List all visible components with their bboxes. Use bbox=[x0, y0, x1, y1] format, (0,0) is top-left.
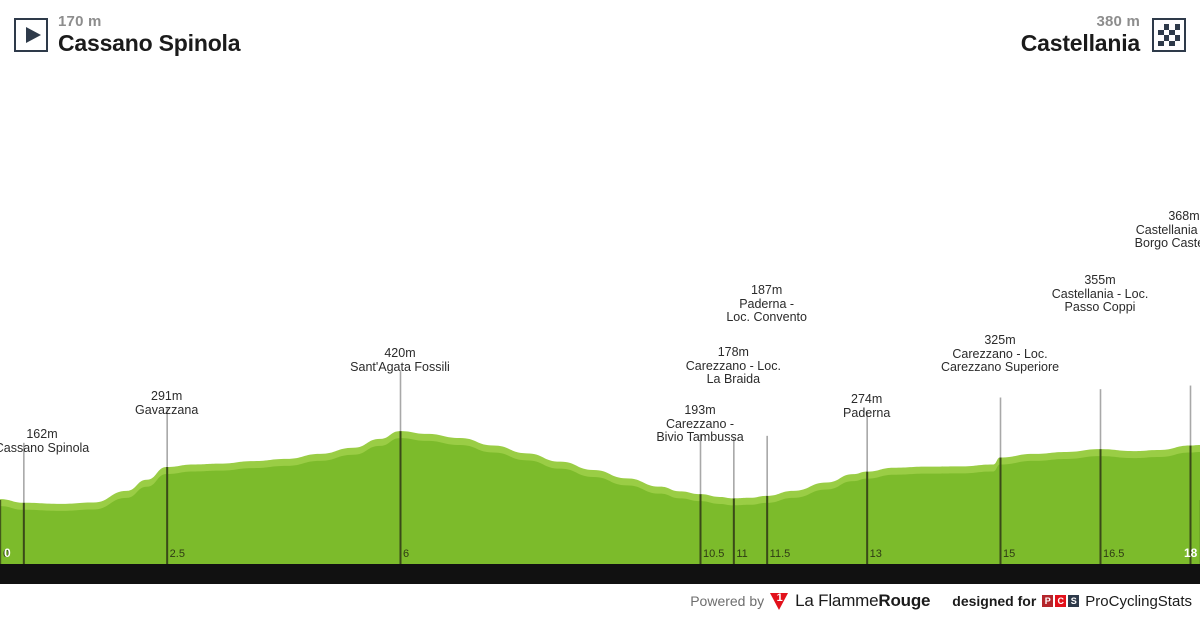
flamme-rouge-brand: La FlammeRouge bbox=[795, 591, 930, 611]
poi-label: 187m Paderna - Loc. Convento bbox=[726, 283, 807, 325]
designed-for-label: designed for bbox=[952, 593, 1037, 609]
poi-name-line: Cassano Spinola bbox=[0, 440, 90, 455]
poi-name-line: Castellania - Loc. bbox=[1135, 222, 1200, 237]
play-icon bbox=[14, 18, 48, 52]
flamme-rouge-brand-bold: Rouge bbox=[878, 591, 931, 610]
profile-header: 170 m Cassano Spinola 380 m Castellania bbox=[0, 0, 1200, 78]
flamme-rouge-flag-icon: 1 bbox=[770, 592, 789, 611]
poi-name-line: Loc. Convento bbox=[726, 310, 807, 324]
km-axis-label: 0 bbox=[3, 548, 10, 560]
poi-name-line: Carezzano - Loc. bbox=[685, 358, 781, 373]
poi-elevation: 193m bbox=[684, 403, 716, 417]
profile-area-fill bbox=[0, 438, 1200, 564]
poi-name-line: Carezzano Superiore bbox=[940, 360, 1060, 374]
poi-name-line: Bivio Tambussa bbox=[656, 430, 744, 444]
start-altitude: 170 m bbox=[58, 13, 102, 30]
poi-elevation: 291m bbox=[151, 389, 183, 403]
designed-for-credit: designed for P C S ProCyclingStats bbox=[952, 593, 1192, 610]
poi-elevation: 178m bbox=[717, 345, 749, 359]
start-location-name: Cassano Spinola bbox=[58, 30, 241, 56]
pcs-brand-name: ProCyclingStats bbox=[1085, 592, 1192, 610]
poi-elevation: 162m bbox=[26, 427, 58, 441]
profile-footer: Powered by 1 La FlammeRouge designed for… bbox=[0, 584, 1200, 625]
poi-name-line: La Braida bbox=[706, 372, 761, 386]
km-edge-label-start: 0 bbox=[4, 546, 11, 560]
poi-elevation: 187m bbox=[751, 283, 783, 297]
poi-elevation: 355m bbox=[1084, 273, 1116, 287]
poi-label: 355m Castellania - Loc. Passo Coppi bbox=[1051, 273, 1149, 315]
powered-by-credit: Powered by 1 La FlammeRouge bbox=[690, 591, 930, 611]
poi-name-line: Castellania - Loc. bbox=[1051, 286, 1149, 301]
poi-name-line: Sant'Agata Fossili bbox=[350, 359, 450, 374]
powered-by-label: Powered by bbox=[690, 593, 765, 609]
pcs-logo-p: P bbox=[1042, 595, 1054, 607]
poi-name-line: Borgo Castellania bbox=[1134, 236, 1200, 250]
poi-name-line: Paderna - bbox=[739, 296, 795, 311]
km-axis-label: 16.5 bbox=[1103, 548, 1125, 560]
stage-start-endpoint: 170 m Cassano Spinola bbox=[14, 13, 241, 56]
pcs-logo-s: S bbox=[1068, 595, 1080, 607]
poi-elevation: 420m bbox=[384, 346, 416, 360]
poi-label: 325m Carezzano - Loc. Carezzano Superiore bbox=[940, 333, 1060, 375]
flamme-rouge-number: 1 bbox=[776, 591, 783, 604]
poi-label: 420m Sant'Agata Fossili bbox=[350, 346, 450, 374]
km-edge-label-end: 18 bbox=[1184, 546, 1198, 560]
poi-label: 162m Cassano Spinola bbox=[0, 427, 90, 455]
flamme-rouge-brand-light: La Flamme bbox=[795, 591, 879, 610]
pcs-logo-c: C bbox=[1055, 595, 1067, 607]
finish-altitude: 380 m bbox=[1096, 13, 1140, 30]
poi-elevation: 325m bbox=[984, 333, 1016, 347]
profile-svg bbox=[0, 371, 1200, 584]
poi-name-line: Paderna bbox=[843, 405, 891, 420]
poi-label: 274m Paderna bbox=[843, 392, 891, 420]
poi-label: 291m Gavazzana bbox=[135, 389, 199, 417]
km-axis-label: 6 bbox=[403, 548, 410, 560]
elevation-profile-chart: 162m Cassano Spinola 291m Gavazzana 420m Sant… bbox=[0, 209, 1200, 584]
poi-name-line: Passo Coppi bbox=[1064, 300, 1136, 314]
km-axis-label: 2.5 bbox=[169, 548, 185, 560]
poi-name-line: Carezzano - Loc. bbox=[952, 346, 1048, 361]
axis-bar bbox=[0, 564, 1200, 584]
poi-elevation: 368m bbox=[1168, 209, 1200, 223]
km-axis-label: 11.5 bbox=[769, 548, 791, 560]
km-axis-label: 13 bbox=[869, 548, 882, 560]
km-axis-label: 10.5 bbox=[703, 548, 725, 560]
poi-name-line: Gavazzana bbox=[135, 402, 199, 417]
pcs-logo-icon: P C S bbox=[1042, 595, 1080, 607]
poi-label: 193m Carezzano - Bivio Tambussa bbox=[656, 403, 744, 445]
checkered-flag-icon bbox=[1152, 18, 1186, 52]
stage-finish-endpoint: 380 m Castellania bbox=[1021, 14, 1186, 55]
poi-name-line: Carezzano - bbox=[665, 416, 735, 431]
finish-location-name: Castellania bbox=[1020, 30, 1140, 56]
km-axis-label: 11 bbox=[736, 548, 748, 560]
km-axis-label: 15 bbox=[1003, 548, 1016, 560]
poi-elevation: 274m bbox=[851, 392, 883, 406]
poi-label: 178m Carezzano - Loc. La Braida bbox=[685, 345, 781, 387]
